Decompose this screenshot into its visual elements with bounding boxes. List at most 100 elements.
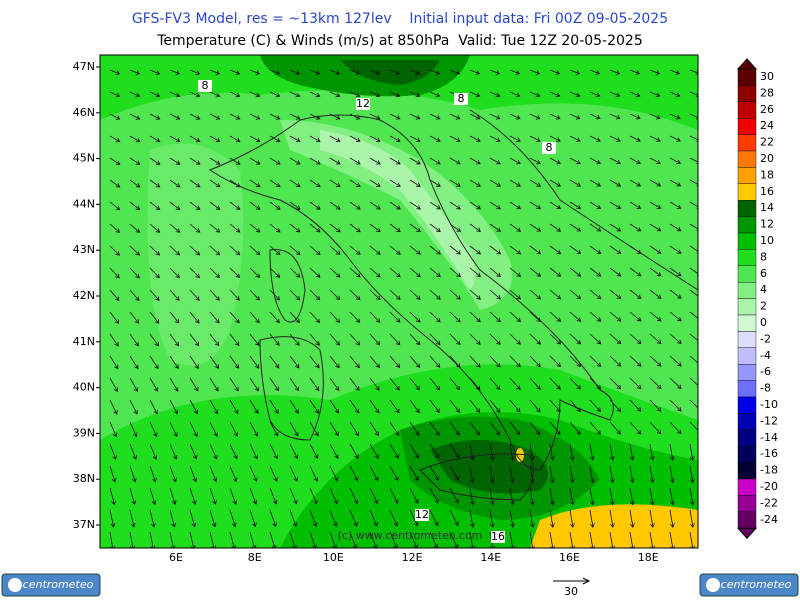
wind-arrow — [609, 531, 614, 548]
wind-arrow-head — [510, 523, 515, 528]
wind-arrow-head — [315, 318, 321, 324]
wind-arrow-head — [576, 294, 582, 300]
wind-arrow-head — [616, 159, 621, 165]
wind-arrow-head — [195, 273, 200, 279]
wind-arrow-head — [354, 408, 360, 414]
wind-arrow-head — [414, 476, 419, 482]
wind-arrow-head — [115, 115, 121, 120]
wind-arrow-head — [195, 228, 201, 233]
wind-arrow-head — [434, 521, 439, 527]
wind-arrow-head — [275, 273, 281, 278]
wind-arrow-head — [550, 545, 555, 548]
wind-arrow-head — [315, 137, 321, 143]
wind-arrow-head — [135, 228, 141, 233]
logo-left[interactable]: centrometeo — [1, 573, 101, 597]
wind-arrow-head — [155, 160, 161, 165]
wind-arrow-head — [335, 115, 341, 120]
wind-arrow — [649, 311, 662, 322]
wind-arrow-head — [235, 228, 241, 233]
wind-arrow — [229, 245, 240, 256]
wind-arrow — [489, 201, 501, 210]
wind-arrow — [569, 509, 574, 528]
wind-arrow-head — [271, 545, 277, 548]
wind-arrow — [269, 201, 281, 210]
contour-label: 8 — [546, 141, 553, 154]
wind-arrow — [509, 179, 521, 187]
wind-arrow — [649, 355, 662, 367]
wind-arrow-head — [375, 295, 381, 301]
wind-arrow-head — [295, 70, 301, 75]
wind-arrow — [689, 311, 698, 319]
wind-arrow-head — [356, 227, 361, 233]
wind-arrow — [189, 399, 198, 414]
wind-arrow-head — [456, 295, 461, 300]
wind-arrow — [369, 289, 381, 300]
wind-arrow — [649, 289, 662, 299]
contour-label: 8 — [202, 79, 209, 92]
wind-arrow — [549, 465, 554, 483]
wind-arrow-head — [274, 409, 279, 414]
wind-arrow — [109, 311, 119, 324]
wind-arrow-head — [294, 409, 299, 414]
wind-arrow-head — [677, 294, 682, 299]
wind-arrow-head — [475, 408, 481, 413]
wind-arrow-head — [413, 521, 419, 527]
wind-arrow — [209, 377, 219, 392]
wind-arrow — [689, 487, 694, 505]
wind-arrow — [389, 443, 399, 459]
wind-arrow-head — [589, 456, 595, 461]
wind-arrow — [409, 377, 420, 391]
contour-label-box — [491, 531, 505, 543]
wind-arrow — [669, 421, 682, 434]
wind-arrow-head — [195, 318, 200, 324]
wind-arrow-head — [516, 182, 521, 187]
wind-arrow-head — [516, 408, 521, 413]
wind-arrow-head — [536, 137, 541, 142]
wind-arrow — [129, 201, 140, 211]
wind-arrow-head — [333, 476, 339, 482]
wind-arrow-head — [576, 227, 582, 232]
wind-arrow — [109, 91, 120, 97]
wind-arrow — [349, 289, 361, 300]
map: 8 12 8 8 12 16 (c) www.centrometeo.com — [99, 54, 699, 549]
wind-arrow — [229, 465, 237, 482]
wind-arrow — [309, 91, 320, 97]
wind-arrow — [589, 421, 601, 435]
wind-arrow — [109, 399, 118, 415]
wind-arrow — [249, 311, 260, 323]
wind-arrow — [149, 201, 160, 210]
wind-arrow — [689, 91, 698, 96]
wind-arrow-head — [689, 456, 695, 461]
wind-arrow — [229, 135, 241, 142]
wind-arrow — [229, 201, 241, 210]
wind-arrow — [129, 113, 140, 120]
wind-arrow-head — [295, 205, 301, 210]
colorbar-label: 6 — [760, 267, 767, 280]
wind-arrow — [109, 421, 117, 437]
wind-arrow-head — [455, 363, 461, 368]
wind-arrow — [229, 179, 241, 188]
wind-arrow — [449, 113, 461, 120]
wind-arrow — [389, 399, 400, 413]
wind-arrow — [129, 399, 138, 415]
wind-arrow-head — [556, 362, 562, 368]
wind-arrow — [609, 421, 621, 435]
wind-arrow-head — [656, 294, 662, 299]
wind-arrow-head — [315, 250, 321, 256]
colorbar-label: 8 — [760, 250, 767, 263]
wind-arrow — [329, 267, 341, 278]
wind-arrow — [669, 509, 674, 528]
wind-arrow-head — [635, 92, 641, 98]
wind-arrow — [509, 69, 520, 75]
wind-arrow — [309, 531, 316, 548]
wind-arrow — [369, 267, 381, 278]
wind-arrow-head — [395, 70, 401, 75]
wind-arrow — [649, 465, 654, 483]
wind-arrow-head — [636, 429, 642, 435]
logo-right[interactable]: centrometeo — [699, 573, 799, 597]
wind-arrow — [209, 487, 216, 505]
colorbar-label: 22 — [760, 136, 774, 149]
wind-arrow — [589, 289, 602, 299]
wind-arrow-head — [175, 160, 181, 165]
contour-label: 12 — [356, 97, 370, 110]
